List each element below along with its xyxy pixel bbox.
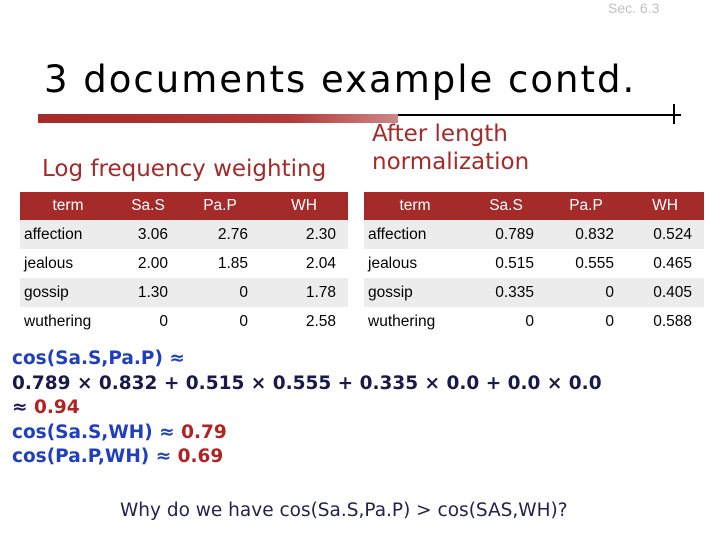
cell-value: 0: [159, 312, 168, 330]
discussion-question: Why do we have cos(Sa.S,Pa.P) > cos(SAS,…: [120, 500, 568, 521]
math-line-3: ≈ 0.94: [12, 396, 602, 421]
cell-value: 0: [239, 312, 248, 330]
cell-value: 0.515: [495, 254, 534, 272]
cell-value: 2.04: [305, 254, 336, 272]
cell-term: jealous: [368, 254, 418, 272]
cell-term: jealous: [24, 254, 74, 272]
cell-term: affection: [24, 225, 83, 243]
math-line-2: 0.789 × 0.832 + 0.515 × 0.555 + 0.335 × …: [12, 372, 602, 397]
cell-value: 0: [525, 312, 534, 330]
cos-sas-wh-value: 0.79: [181, 421, 227, 443]
cell-term: gossip: [24, 283, 69, 301]
cell-value: 2.76: [217, 225, 248, 243]
table-row: affection 3.06 2.76 2.30: [20, 220, 348, 249]
cell-value: 0.335: [495, 283, 534, 301]
section-reference: Sec. 6.3: [608, 0, 660, 16]
cell-value: 0: [605, 283, 614, 301]
cosine-calculation: cos(Sa.S,Pa.P) ≈ 0.789 × 0.832 + 0.515 ×…: [12, 347, 602, 470]
cell-value: 2.30: [305, 225, 336, 243]
table-row: gossip 1.30 0 1.78: [20, 278, 348, 307]
cos-sas-pap-value: 0.94: [33, 397, 80, 418]
cos-sas-pap-label: cos(Sa.S,Pa.P) ≈: [12, 348, 185, 369]
header-wh: WH: [291, 197, 317, 214]
table-row: wuthering 0 0 0.588: [364, 307, 704, 336]
header-term: term: [52, 197, 84, 214]
cell-value: 0: [605, 312, 614, 330]
cell-value: 2.00: [137, 254, 168, 272]
math-line-4: cos(Sa.S,WH) ≈ 0.79: [12, 421, 602, 446]
header-term: term: [399, 197, 431, 214]
cos-pap-wh-value: 0.69: [177, 446, 224, 467]
cos-pap-wh-label: cos(Pa.P,WH) ≈: [12, 446, 172, 467]
cell-value: 0.465: [653, 254, 692, 272]
title-divider-tick: [673, 104, 675, 124]
cell-term: wuthering: [24, 312, 92, 330]
table-row: jealous 0.515 0.555 0.465: [364, 249, 704, 278]
cell-value: 0.524: [653, 225, 692, 243]
cell-value: 1.30: [137, 283, 168, 301]
cell-value: 0: [239, 283, 248, 301]
cell-value: 0.555: [575, 254, 614, 272]
header-wh: WH: [652, 197, 678, 214]
header-sas: Sa.S: [489, 197, 523, 214]
cos-sas-wh-label: cos(Sa.S,WH) ≈: [12, 421, 175, 443]
cell-value: 1.85: [217, 254, 248, 272]
cell-value: 0.405: [653, 283, 692, 301]
title-underline-red: [38, 114, 398, 123]
cell-term: affection: [368, 225, 427, 243]
header-sas: Sa.S: [131, 197, 165, 214]
math-line-5: cos(Pa.P,WH) ≈ 0.69: [12, 445, 602, 470]
cell-value: 0.588: [653, 312, 692, 330]
length-normalized-table: term Sa.S Pa.P WH affection 0.789 0.832 …: [364, 192, 704, 336]
cell-value: 0.832: [575, 225, 614, 243]
approx-symbol: ≈: [12, 397, 28, 418]
header-pap: Pa.P: [203, 197, 237, 214]
cell-value: 0.789: [495, 225, 534, 243]
table-row: gossip 0.335 0 0.405: [364, 278, 704, 307]
math-line-1: cos(Sa.S,Pa.P) ≈: [12, 347, 602, 372]
table-row: affection 0.789 0.832 0.524: [364, 220, 704, 249]
cell-value: 1.78: [305, 283, 336, 301]
table-header-row: term Sa.S Pa.P WH: [20, 192, 348, 220]
log-frequency-label: Log frequency weighting: [42, 156, 327, 182]
cell-value: 2.58: [305, 312, 336, 330]
cell-term: wuthering: [368, 312, 436, 330]
table-header-row: term Sa.S Pa.P WH: [364, 192, 704, 220]
table-row: wuthering 0 0 2.58: [20, 307, 348, 336]
log-frequency-table: term Sa.S Pa.P WH affection 3.06 2.76 2.…: [20, 192, 348, 336]
table-row: jealous 2.00 1.85 2.04: [20, 249, 348, 278]
cell-value: 3.06: [137, 225, 168, 243]
dot-product-expression: 0.789 × 0.832 + 0.515 × 0.555 + 0.335 × …: [12, 372, 602, 394]
header-pap: Pa.P: [569, 197, 603, 214]
slide-title: 3 documents example contd.: [44, 58, 637, 101]
cell-term: gossip: [368, 283, 413, 301]
length-normalization-label: After length normalization: [372, 121, 530, 175]
title-underline-black: [398, 114, 681, 116]
